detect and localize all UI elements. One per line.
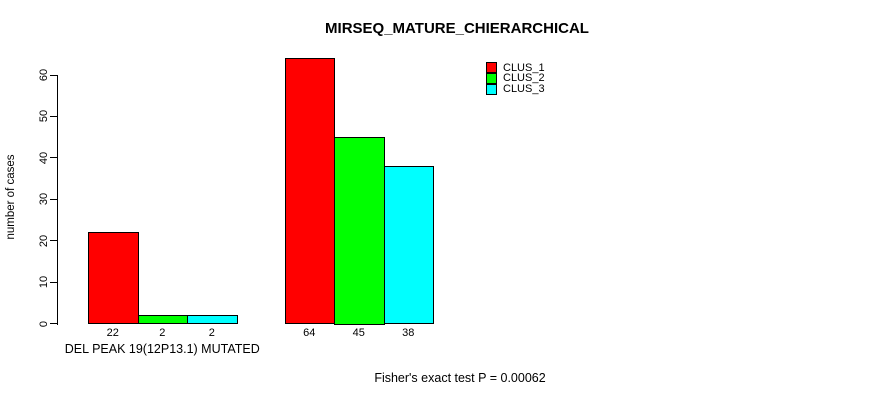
y-axis-tick-label: 10 [38,275,50,289]
y-axis-tick-label: 20 [38,234,50,247]
y-axis-tick [50,198,57,200]
legend-swatch-clus_3 [486,83,497,95]
y-axis-tick [50,115,57,117]
legend-swatch-clus_1 [486,62,497,73]
bar-value-label: 64 [303,327,316,339]
y-axis-tick-label: 30 [38,193,50,206]
legend-label: CLUS_3 [503,83,545,96]
bar-value-label: 38 [402,327,415,339]
legend-label: CLUS_2 [503,72,545,85]
legend-swatch-clus_2 [486,72,497,84]
y-axis-tick-label: 50 [38,110,50,123]
bar-clus_3-group2 [383,166,434,325]
legend-label: CLUS_1 [503,61,545,74]
bar-value-label: 2 [208,327,215,339]
y-axis-tick-label: 60 [38,68,50,82]
legend-item: CLUS_1 [486,61,545,74]
bar-clus_2-group2 [334,137,385,325]
legend-item: CLUS_2 [486,72,545,85]
y-axis-line [57,75,58,325]
bar-value-label: 2 [159,327,166,339]
legend-item: CLUS_3 [486,83,545,96]
y-axis-tick [50,240,57,242]
fisher-test-caption: Fisher's exact test P = 0.00062 [374,371,546,385]
bar-value-label: 45 [352,327,365,339]
y-axis-tick-label: 40 [38,151,50,164]
y-axis-tick [50,323,57,324]
bar-clus_2-group1 [137,315,188,325]
chart-title: MIRSEQ_MATURE_CHIERARCHICAL [325,20,589,37]
bar-value-label: 22 [106,327,119,339]
category-label: DEL PEAK 19(12P13.1) MUTATED [64,342,260,356]
y-axis-tick-label: 0 [38,320,50,327]
bar-clus_3-group1 [187,315,238,325]
y-axis-tick [50,281,57,283]
y-axis-title: number of cases [5,154,17,240]
bar-clus_1-group2 [284,58,335,325]
y-axis-tick [50,74,57,76]
y-axis-tick [50,157,57,159]
bar-clus_1-group1 [88,232,139,325]
